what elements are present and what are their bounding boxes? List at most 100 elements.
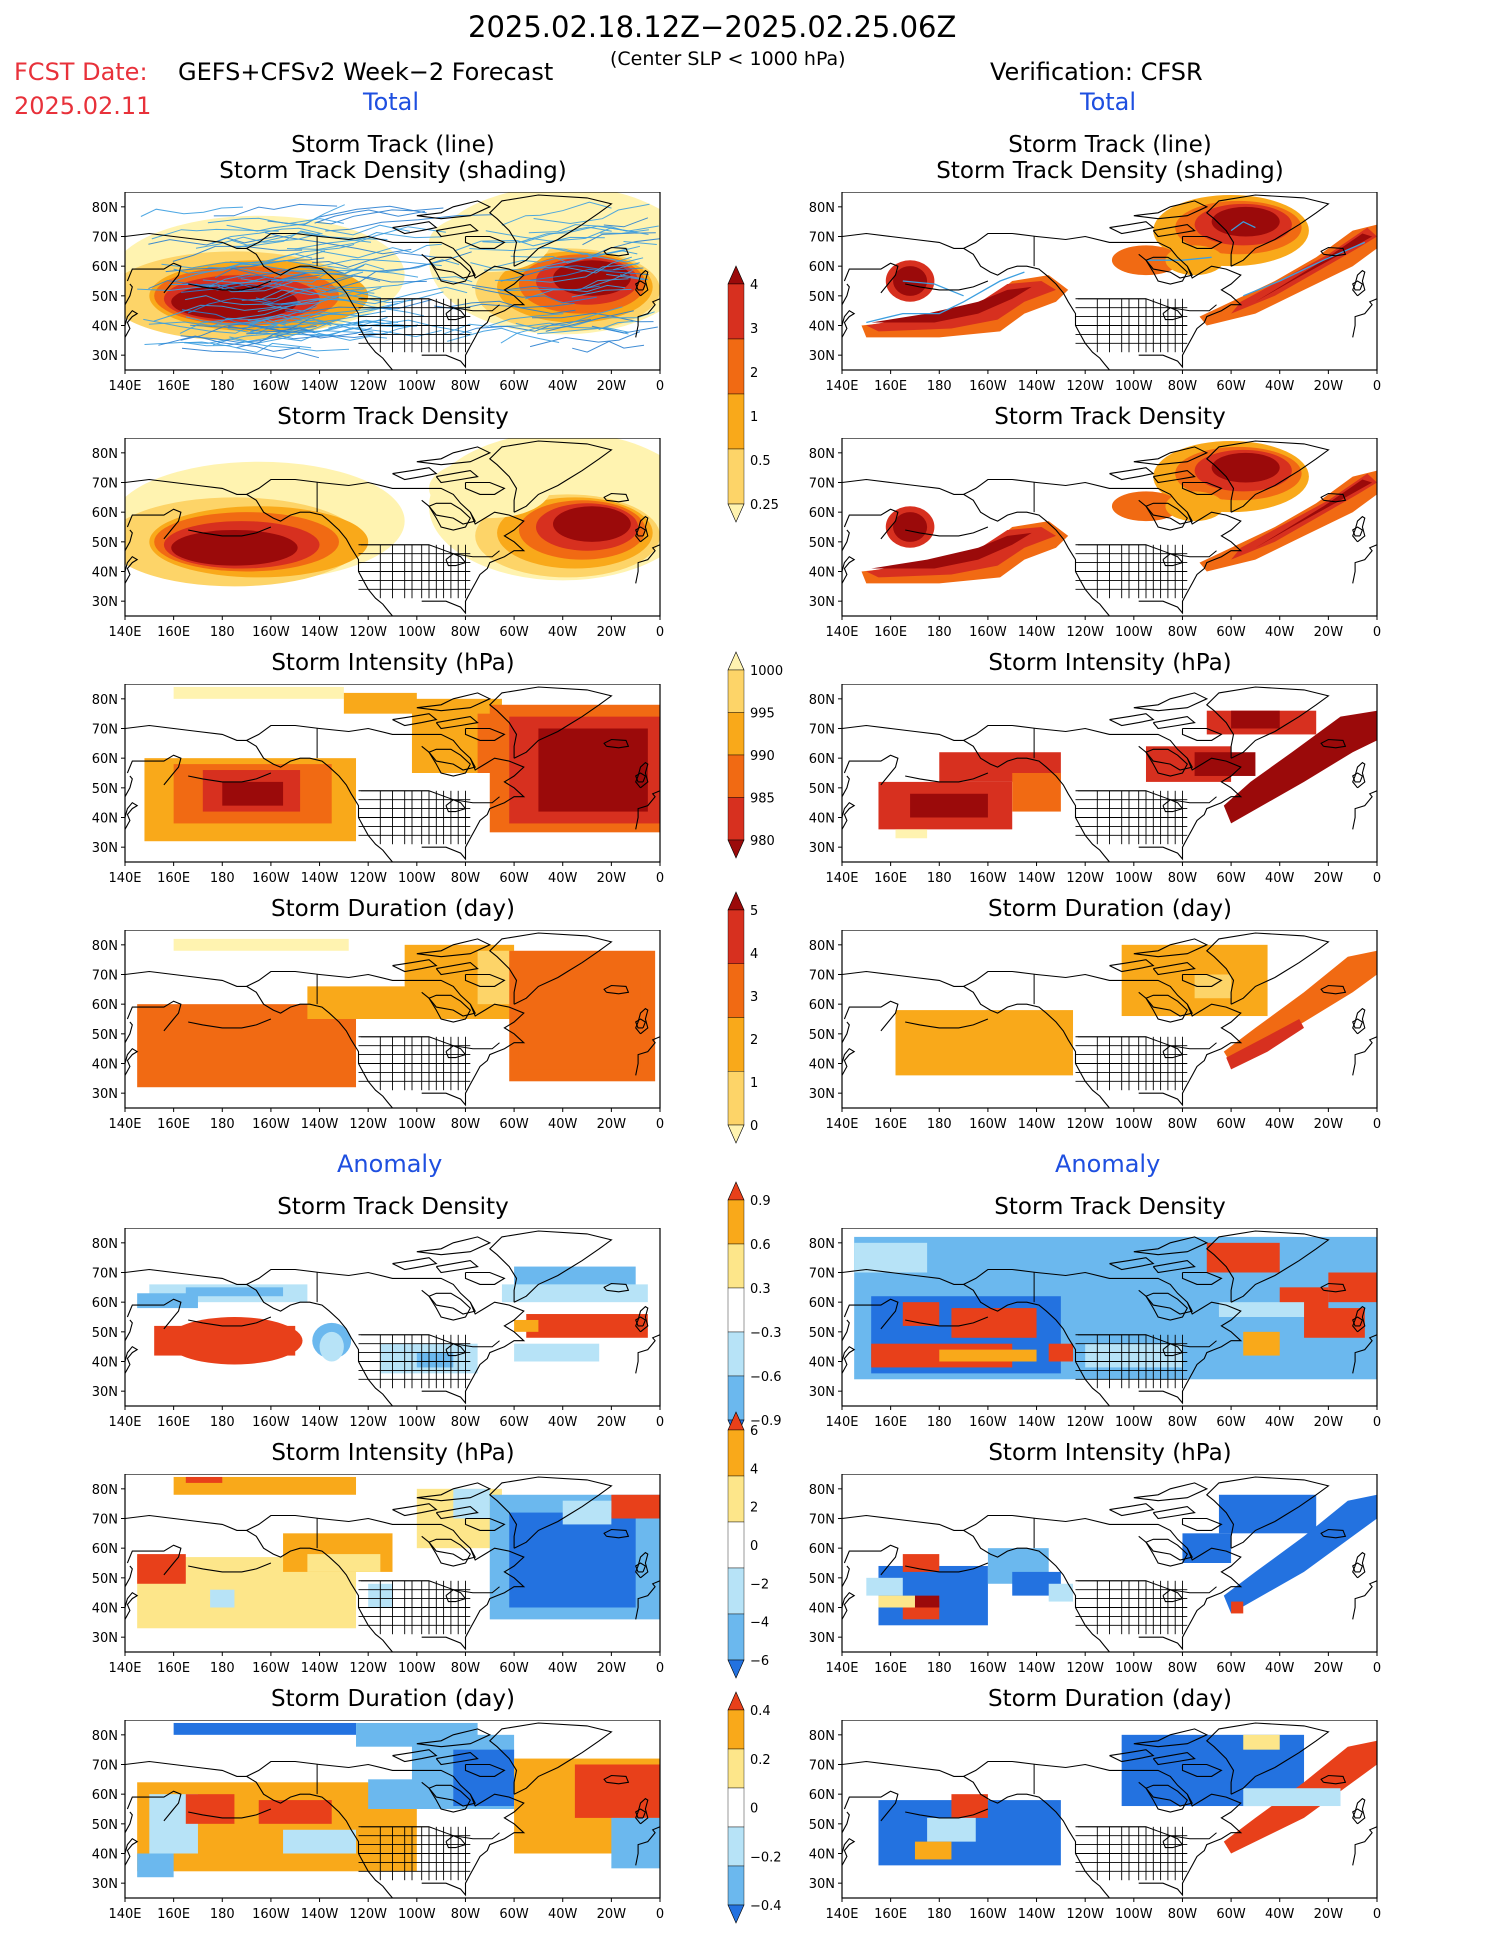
- lon-label: 140W: [1018, 625, 1056, 640]
- lon-label: 120W: [1066, 1907, 1104, 1922]
- lon-label: 100W: [1115, 1415, 1153, 1430]
- lon-label: 120W: [349, 625, 387, 640]
- lon-label: 80W: [451, 1907, 481, 1922]
- lat-label: 60N: [809, 1296, 835, 1311]
- lat-label: 70N: [92, 231, 118, 246]
- lon-label: 120W: [1066, 1661, 1104, 1676]
- lon-label: 160W: [252, 1907, 290, 1922]
- lon-label: 100W: [1115, 625, 1153, 640]
- colorbar-label: 5: [750, 904, 758, 919]
- lat-label: 30N: [809, 1087, 835, 1102]
- lon-label: 180: [210, 1415, 235, 1430]
- fcst-date-label: FCST Date:: [14, 58, 148, 86]
- colorbar-duration-total: 5 4 3 2 1 0: [727, 891, 758, 1144]
- lon-label: 140E: [825, 871, 858, 886]
- lon-label: 80W: [451, 1117, 481, 1132]
- lon-label: 160E: [157, 1661, 190, 1676]
- lat-label: 50N: [809, 1818, 835, 1833]
- lon-label: 140E: [825, 625, 858, 640]
- lon-label: 180: [210, 1907, 235, 1922]
- lon-label: 140W: [301, 379, 339, 394]
- lon-label: 180: [927, 871, 952, 886]
- lon-label: 20W: [1314, 871, 1344, 886]
- colorbar-label: 0.3: [750, 1282, 771, 1297]
- lat-label: 80N: [92, 1729, 118, 1744]
- lat-label: 70N: [809, 723, 835, 738]
- lon-label: 100W: [398, 1415, 436, 1430]
- lon-label: 160E: [874, 871, 907, 886]
- colorbar-label: 6: [750, 1424, 758, 1439]
- lon-label: 80W: [451, 871, 481, 886]
- lon-label: 80W: [1168, 1661, 1198, 1676]
- colorbar-label: 1: [750, 410, 758, 425]
- lat-label: 70N: [809, 477, 835, 492]
- colorbar-label: −4: [750, 1616, 769, 1631]
- lon-label: 160W: [969, 871, 1007, 886]
- lon-label: 180: [210, 1117, 235, 1132]
- lon-label: 160W: [969, 1661, 1007, 1676]
- forecast-name: GEFS+CFSv2 Week−2 Forecast: [178, 58, 554, 86]
- lat-label: 60N: [809, 1542, 835, 1557]
- lat-label: 70N: [809, 969, 835, 984]
- lon-label: 160E: [157, 871, 190, 886]
- lon-label: 40W: [548, 1415, 578, 1430]
- lat-label: 70N: [92, 969, 118, 984]
- lon-label: 60W: [499, 379, 529, 394]
- lon-label: 100W: [1115, 379, 1153, 394]
- lon-label: 20W: [1314, 1661, 1344, 1676]
- lat-label: 60N: [92, 752, 118, 767]
- lat-label: 50N: [92, 1028, 118, 1043]
- lon-label: 0: [1373, 379, 1381, 394]
- lat-label: 80N: [92, 1237, 118, 1252]
- lat-label: 80N: [809, 1237, 835, 1252]
- lon-label: 0: [656, 625, 664, 640]
- lon-label: 40W: [1265, 1415, 1295, 1430]
- lon-label: 20W: [597, 1117, 627, 1132]
- title-right-density: Storm Track Density: [994, 404, 1226, 430]
- colorbar-label: 0: [750, 1802, 758, 1817]
- lat-label: 40N: [809, 320, 835, 335]
- title-left-duration: Storm Duration (day): [271, 896, 515, 922]
- lon-label: 140W: [301, 1415, 339, 1430]
- colorbar-label: −0.3: [750, 1326, 782, 1341]
- lon-label: 160E: [874, 1415, 907, 1430]
- section-anomaly-left: Anomaly: [337, 1150, 443, 1178]
- lon-label: 160E: [157, 379, 190, 394]
- colorbar-label: 2: [750, 1033, 758, 1048]
- lon-label: 0: [1373, 1415, 1381, 1430]
- lat-label: 70N: [809, 1267, 835, 1282]
- lon-label: 180: [927, 1117, 952, 1132]
- lon-label: 20W: [1314, 379, 1344, 394]
- lon-label: 60W: [1216, 871, 1246, 886]
- lon-label: 140E: [825, 1907, 858, 1922]
- lon-label: 160W: [252, 1117, 290, 1132]
- lat-label: 50N: [809, 1028, 835, 1043]
- verification-label: Verification: CFSR: [990, 58, 1203, 86]
- lon-label: 40W: [548, 1117, 578, 1132]
- lon-label: 60W: [499, 871, 529, 886]
- lat-label: 60N: [809, 506, 835, 521]
- right-map-density: 80N 70N 60N 50N 40N 30N 140E 160E 180 160W 140W 120…: [809, 438, 1381, 640]
- lat-label: 60N: [809, 752, 835, 767]
- title-left-density: Storm Track Density: [277, 404, 509, 430]
- lon-label: 140E: [108, 1415, 141, 1430]
- lon-label: 140W: [301, 1661, 339, 1676]
- right-map-track-line: 80N 70N 60N 50N 40N 30N 140E 160E 180 160W 140W 120…: [809, 192, 1381, 394]
- lon-label: 180: [210, 379, 235, 394]
- title-right-track-shading: Storm Track Density (shading): [936, 158, 1284, 184]
- section-total-right: Total: [1080, 88, 1137, 116]
- colorbar-label: −0.2: [750, 1850, 782, 1865]
- lat-label: 80N: [809, 1729, 835, 1744]
- lat-label: 30N: [809, 1631, 835, 1646]
- lon-label: 180: [927, 1415, 952, 1430]
- lat-label: 80N: [92, 201, 118, 216]
- lon-label: 140E: [825, 379, 858, 394]
- lon-label: 160E: [874, 625, 907, 640]
- lon-label: 60W: [499, 625, 529, 640]
- lon-label: 160E: [874, 1117, 907, 1132]
- lon-label: 40W: [1265, 1117, 1295, 1132]
- colorbar-label: 4: [750, 947, 758, 962]
- lat-label: 70N: [92, 477, 118, 492]
- colorbar-label: 0.4: [750, 1704, 771, 1719]
- lat-label: 30N: [92, 349, 118, 364]
